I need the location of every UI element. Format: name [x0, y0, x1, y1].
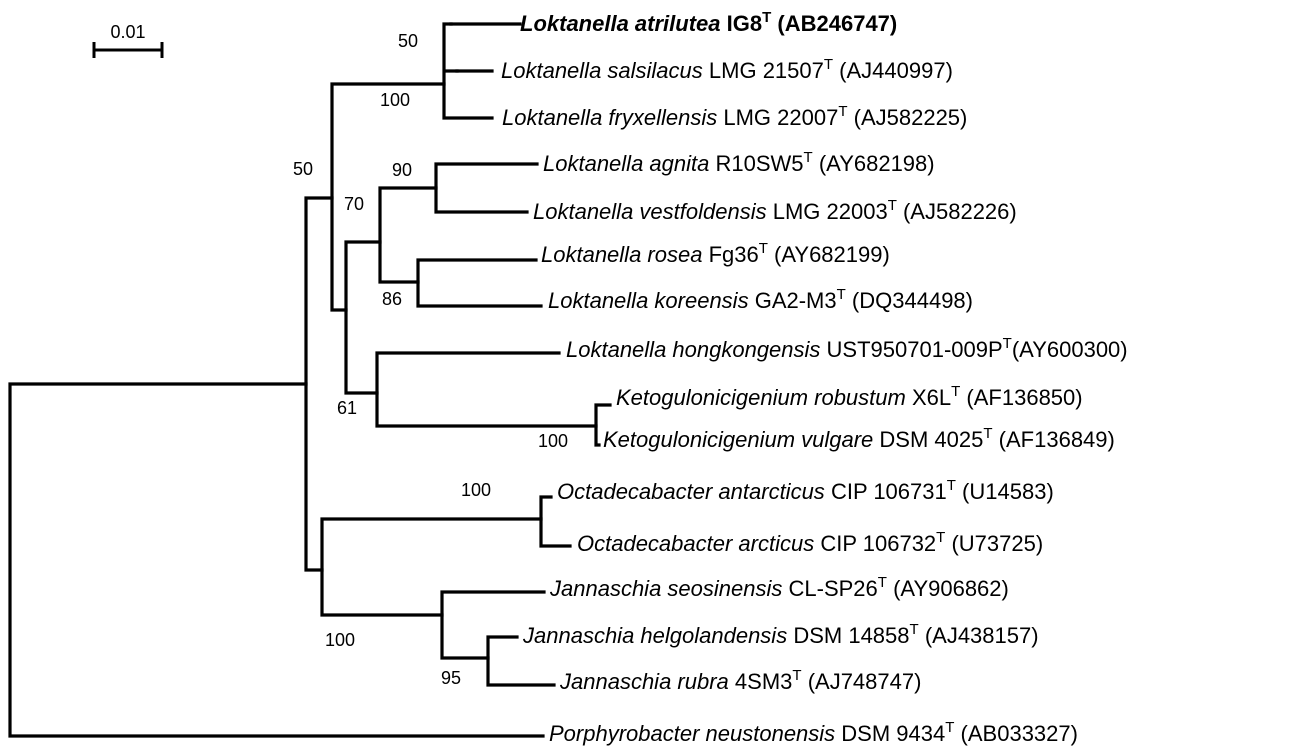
leaf-labels: Loktanella atrilutea IG8T (AB246747) Lok… [501, 9, 1128, 746]
taxon-label: Jannaschia seosinensis CL-SP26T (AY90686… [549, 574, 1009, 601]
taxon-label: Loktanella salsilacus LMG 21507T (AJ4409… [501, 56, 953, 83]
bootstrap-value: 100 [380, 90, 410, 110]
taxon-label: Jannaschia rubra 4SM3T (AJ748747) [559, 667, 921, 694]
taxon-label: Loktanella atrilutea IG8T (AB246747) [520, 9, 897, 36]
bootstrap-value: 61 [337, 398, 357, 418]
taxon-label: Jannaschia helgolandensis DSM 14858T (AJ… [522, 621, 1039, 648]
taxon-label: Porphyrobacter neustonensis DSM 9434T (A… [549, 719, 1078, 746]
taxon-label: Octadecabacter arcticus CIP 106732T (U73… [577, 529, 1043, 556]
bootstrap-value: 95 [441, 668, 461, 688]
bootstrap-value: 70 [344, 194, 364, 214]
taxon-label: Loktanella fryxellensis LMG 22007T (AJ58… [502, 103, 967, 130]
taxon-label: Loktanella rosea Fg36T (AY682199) [541, 240, 890, 267]
taxon-label: Octadecabacter antarcticus CIP 106731T (… [557, 477, 1054, 504]
scale-bar-label: 0.01 [110, 22, 145, 42]
taxon-label: Ketogulonicigenium robustum X6LT (AF1368… [616, 383, 1083, 410]
scale-bar: 0.01 [92, 22, 164, 58]
bootstrap-values: 50 100 50 90 70 86 61 100 100 100 95 [293, 31, 568, 688]
bootstrap-value: 100 [461, 480, 491, 500]
tree-branches [8, 22, 612, 738]
bootstrap-value: 90 [392, 160, 412, 180]
taxon-label: Loktanella agnita R10SW5T (AY682198) [543, 149, 935, 176]
bootstrap-value: 50 [293, 159, 313, 179]
taxon-label: Ketogulonicigenium vulgare DSM 4025T (AF… [603, 425, 1115, 452]
taxon-label: Loktanella koreensis GA2-M3T (DQ344498) [548, 286, 973, 313]
bootstrap-value: 86 [382, 289, 402, 309]
taxon-label: Loktanella hongkongensis UST950701-009PT… [566, 335, 1128, 362]
bootstrap-value: 50 [398, 31, 418, 51]
bootstrap-value: 100 [325, 630, 355, 650]
taxon-label: Loktanella vestfoldensis LMG 22003T (AJ5… [533, 197, 1017, 224]
bootstrap-value: 100 [538, 431, 568, 451]
